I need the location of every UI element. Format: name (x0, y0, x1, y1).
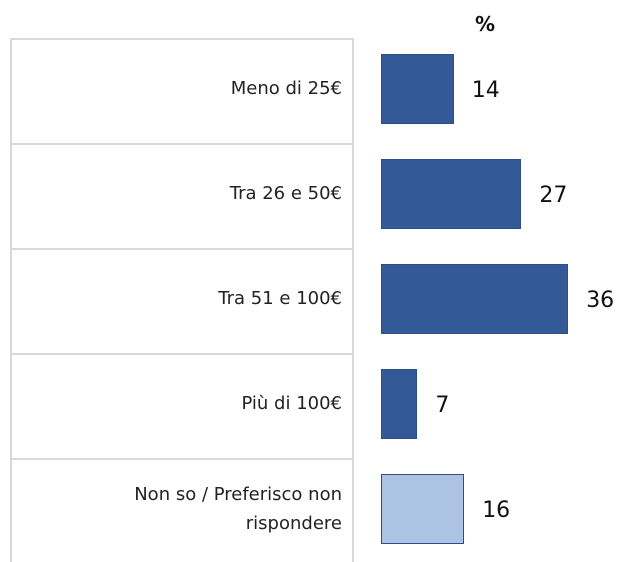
row-separator (10, 38, 354, 40)
row-separator (10, 143, 354, 145)
value-label: 36 (586, 287, 615, 313)
category-label: Tra 26 e 50€ (229, 183, 342, 204)
category-label: Tra 51 e 100€ (218, 288, 342, 309)
row-separator (10, 458, 354, 460)
bar (381, 263, 569, 334)
value-label: 14 (471, 77, 500, 103)
bar (381, 158, 522, 229)
bar (381, 368, 418, 439)
value-label: 27 (539, 182, 568, 208)
value-label: 16 (482, 497, 511, 523)
category-label: Meno di 25€ (230, 78, 342, 99)
category-label: Più di 100€ (241, 393, 342, 414)
row-separator (10, 353, 354, 355)
bar (381, 53, 454, 124)
unit-label: % (474, 12, 496, 36)
category-label: Non so / Preferisco non rispondere (134, 483, 342, 534)
value-label: 7 (435, 392, 450, 418)
row-separator (10, 248, 354, 250)
bar (381, 473, 465, 544)
table-border (10, 38, 12, 562)
table-border (352, 38, 354, 562)
